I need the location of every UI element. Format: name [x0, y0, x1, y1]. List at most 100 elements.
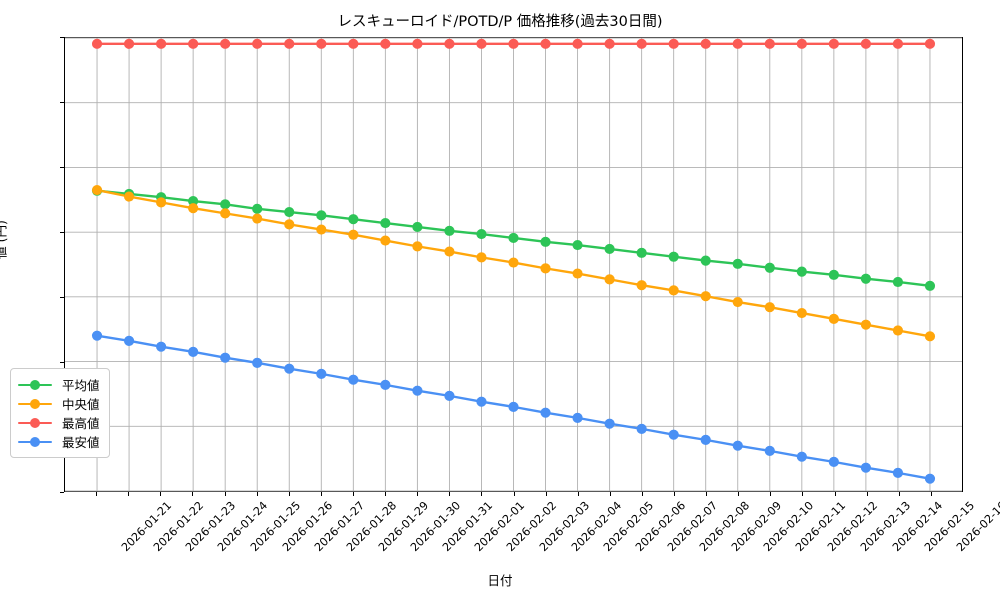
data-point-marker	[316, 210, 327, 221]
data-point-marker	[91, 38, 103, 49]
data-series-layer	[91, 38, 936, 484]
data-point-marker	[796, 38, 807, 49]
legend-color-swatch	[18, 435, 52, 449]
data-point-marker	[700, 291, 711, 302]
data-point-marker	[380, 38, 391, 49]
data-point-marker	[700, 434, 711, 445]
data-point-marker	[508, 232, 519, 244]
data-point-marker	[732, 258, 743, 269]
data-point-marker	[924, 331, 936, 342]
data-point-marker	[604, 38, 615, 49]
data-point-marker	[572, 38, 583, 49]
data-point-marker	[188, 346, 199, 357]
data-point-marker	[828, 313, 839, 324]
data-point-marker	[764, 262, 775, 273]
data-point-marker	[860, 38, 871, 49]
data-point-marker	[828, 269, 839, 280]
data-point-marker	[380, 218, 391, 229]
data-point-marker	[284, 219, 295, 230]
data-point-marker	[540, 38, 551, 49]
data-point-marker	[412, 385, 423, 396]
data-point-marker	[828, 456, 839, 467]
data-point-marker	[572, 240, 583, 251]
data-point-marker	[700, 255, 711, 266]
data-point-marker	[604, 243, 615, 255]
data-point-marker	[732, 38, 743, 49]
data-point-marker	[508, 38, 519, 49]
data-point-marker	[732, 296, 743, 308]
legend-label: 平均値	[62, 378, 100, 393]
data-point-marker	[508, 257, 519, 268]
data-point-marker	[444, 390, 455, 401]
grid-lines	[65, 37, 962, 492]
legend-item-2[interactable]: 最高値	[18, 413, 100, 432]
data-point-marker	[604, 274, 615, 285]
data-point-marker	[700, 38, 711, 49]
legend-color-swatch	[18, 378, 52, 392]
data-point-marker	[636, 280, 647, 291]
data-point-marker	[412, 241, 423, 252]
data-point-marker	[380, 379, 391, 390]
data-point-marker	[764, 445, 775, 456]
data-point-marker	[668, 38, 679, 49]
data-point-marker	[828, 38, 839, 49]
x-axis-label: 日付	[487, 573, 513, 588]
data-point-marker	[860, 462, 871, 473]
chart-title: レスキューロイド/POTD/P 価格推移(過去30日間)	[337, 14, 663, 30]
data-point-marker	[348, 38, 359, 49]
data-point-marker	[220, 38, 231, 49]
data-point-marker	[91, 330, 103, 341]
data-point-marker	[636, 423, 647, 434]
data-point-marker	[284, 38, 295, 49]
data-point-marker	[668, 429, 679, 440]
plot-area	[64, 37, 963, 492]
data-point-marker	[252, 357, 263, 368]
data-point-marker	[380, 235, 391, 246]
data-point-marker	[444, 38, 455, 49]
legend-item-0[interactable]: 平均値	[18, 375, 100, 394]
data-point-marker	[156, 197, 167, 208]
data-point-marker	[924, 473, 936, 484]
data-point-marker	[316, 38, 327, 49]
data-point-marker	[220, 199, 231, 210]
data-point-marker	[412, 38, 423, 49]
legend-item-3[interactable]: 最安値	[18, 432, 100, 451]
y-axis-label: 値 (円)	[0, 220, 9, 259]
data-point-marker	[572, 268, 583, 279]
data-point-marker	[604, 418, 615, 429]
data-point-marker	[924, 38, 936, 49]
data-point-marker	[476, 396, 487, 407]
chart-legend: 平均値中央値 最高値最安値	[10, 368, 110, 458]
legend-label: 最安値	[62, 435, 100, 450]
data-point-marker	[796, 307, 807, 319]
data-point-marker	[316, 224, 327, 235]
legend-color-swatch	[18, 416, 52, 430]
data-point-marker	[348, 214, 359, 225]
data-point-marker	[892, 276, 904, 288]
data-point-marker	[924, 280, 936, 291]
legend-item-1[interactable]: 中央値	[18, 394, 100, 413]
data-point-marker	[476, 38, 487, 49]
data-point-marker	[123, 335, 135, 346]
data-point-marker	[668, 285, 679, 296]
data-point-marker	[284, 363, 295, 374]
data-point-marker	[316, 368, 327, 379]
data-point-marker	[444, 246, 455, 257]
data-point-marker	[123, 38, 135, 49]
data-point-marker	[156, 341, 167, 352]
data-point-marker	[348, 374, 359, 385]
data-point-marker	[796, 266, 807, 277]
data-point-marker	[796, 451, 807, 462]
data-point-marker	[123, 191, 135, 202]
legend-color-swatch	[18, 397, 52, 411]
data-point-marker	[188, 203, 199, 214]
data-point-marker	[444, 225, 455, 236]
data-point-marker	[860, 319, 871, 330]
data-point-marker	[732, 440, 743, 451]
data-point-marker	[540, 236, 551, 247]
data-point-marker	[668, 251, 679, 262]
data-point-marker	[188, 196, 199, 207]
data-point-marker	[252, 203, 263, 214]
data-point-marker	[860, 273, 871, 284]
legend-label: 中央値	[62, 397, 100, 412]
